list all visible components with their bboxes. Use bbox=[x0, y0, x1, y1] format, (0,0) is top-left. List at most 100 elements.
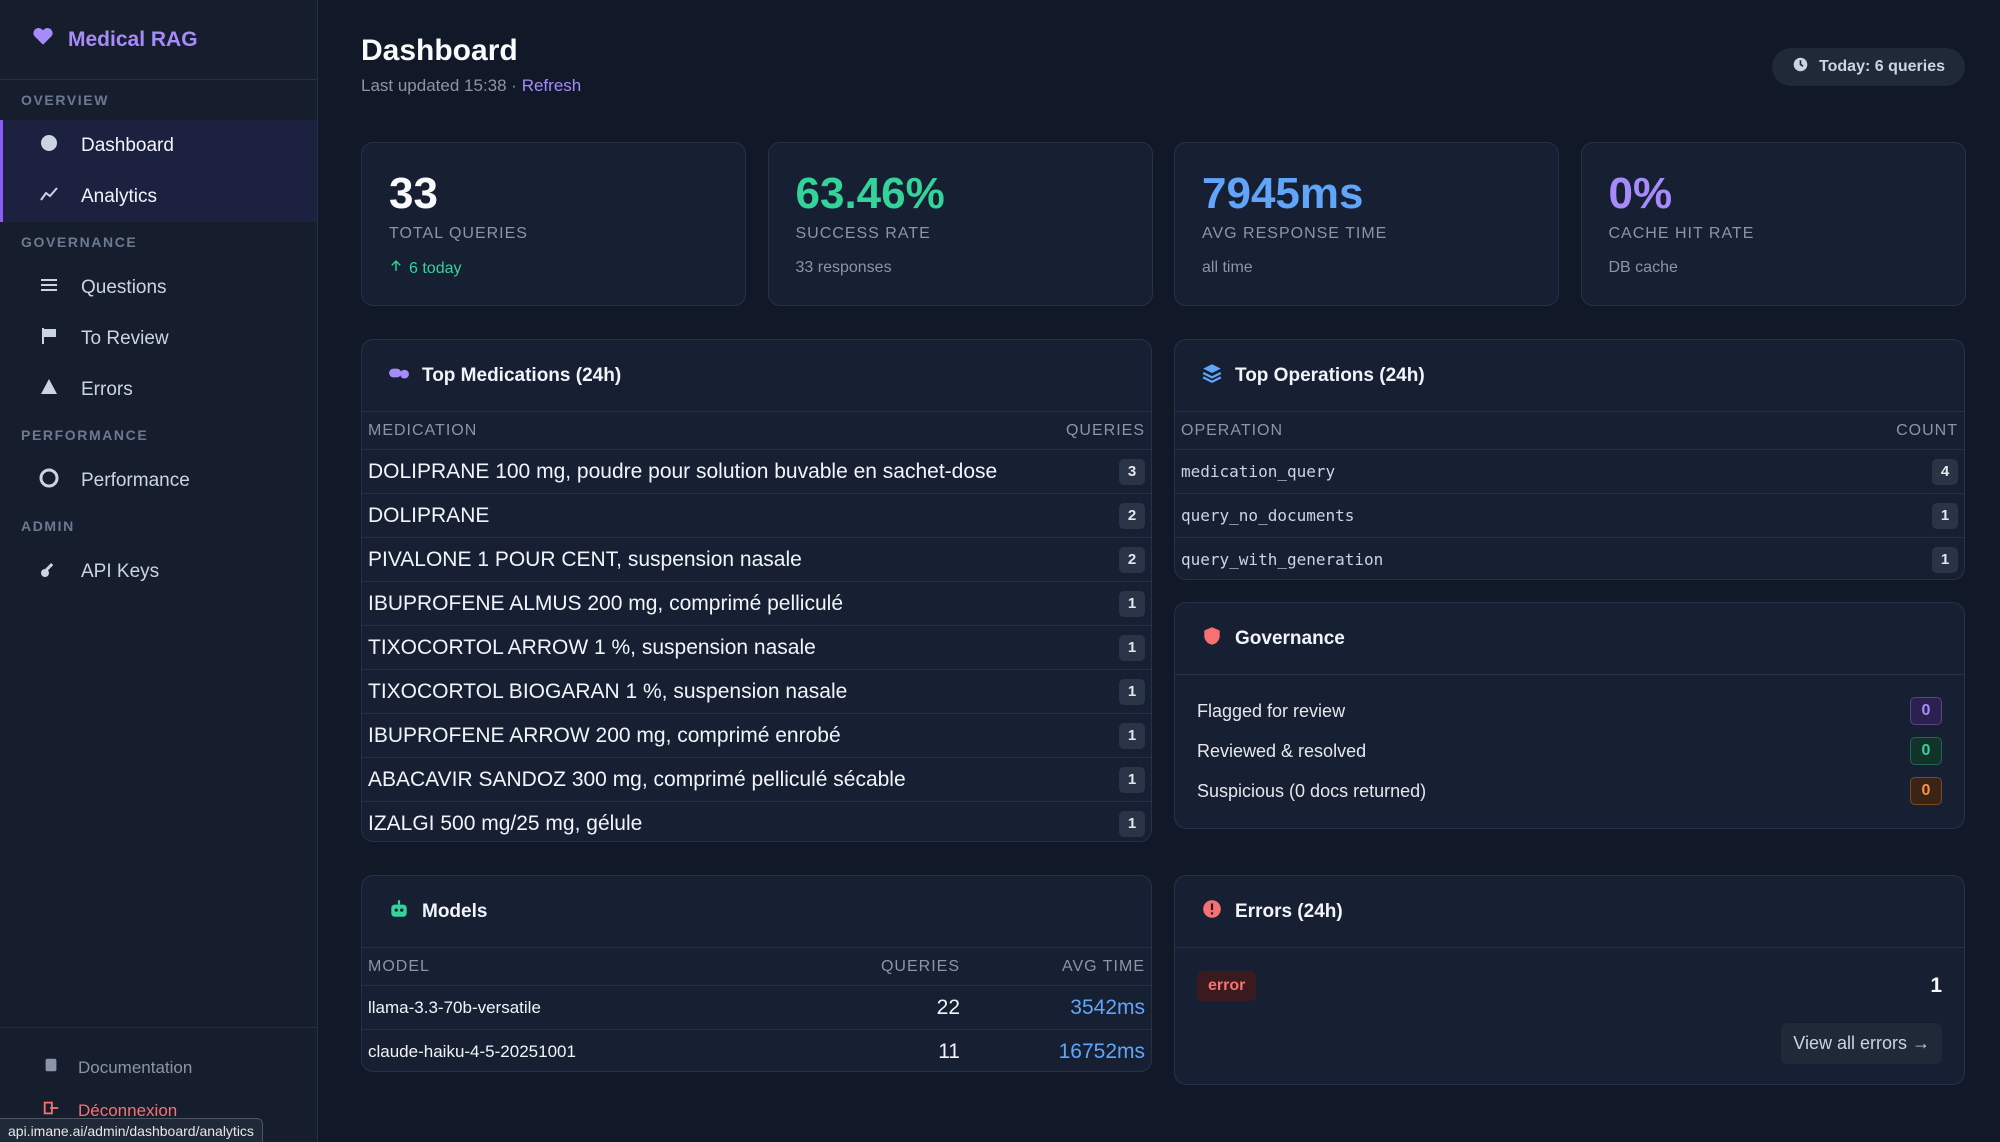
stat-sub: 6 today bbox=[389, 259, 461, 278]
nav-item[interactable]: Performance bbox=[0, 455, 317, 506]
model-name: llama-3.3-70b-versatile bbox=[368, 997, 541, 1017]
icon-part bbox=[42, 327, 56, 344]
icon-part bbox=[33, 27, 53, 45]
nav-item[interactable]: Dashboard bbox=[0, 120, 317, 171]
governance-count: 0 bbox=[1910, 737, 1942, 765]
refresh-link[interactable]: Refresh bbox=[521, 76, 582, 95]
sidebar-footer: Documentation Déconnexion bbox=[0, 1027, 317, 1132]
nav-item[interactable]: Questions bbox=[0, 262, 317, 313]
icon-part bbox=[1210, 903, 1214, 910]
table-row: IZALGI 500 mg/25 mg, gélule 1 bbox=[362, 801, 1151, 841]
table-row: IBUPROFENE ARROW 200 mg, comprimé enrobé… bbox=[362, 713, 1151, 757]
view-errors-button[interactable]: View all errors → bbox=[1781, 1023, 1942, 1064]
panel-title: Models bbox=[422, 900, 488, 922]
row-count: 2 bbox=[1119, 502, 1145, 529]
stat-card: 7945ms AVG RESPONSE TIME all time bbox=[1174, 142, 1559, 306]
table-row: medication_query 4 bbox=[1175, 449, 1964, 493]
panel-icon bbox=[1201, 625, 1223, 653]
brand-name: Medical RAG bbox=[68, 27, 198, 51]
icon-part bbox=[389, 368, 409, 378]
nav-label: Errors bbox=[81, 378, 133, 400]
model-queries: 11 bbox=[938, 1039, 960, 1063]
section-title: ADMIN bbox=[21, 518, 75, 534]
section-title: PERFORMANCE bbox=[21, 427, 149, 443]
icon-part bbox=[41, 378, 57, 394]
stat-value: 33 bbox=[389, 169, 438, 218]
icon-part bbox=[1202, 371, 1222, 379]
panel-icon bbox=[1201, 362, 1223, 390]
column-header: MEDICATION bbox=[368, 421, 478, 439]
row-name: TIXOCORTOL BIOGARAN 1 %, suspension nasa… bbox=[368, 679, 848, 703]
nav-icon bbox=[39, 133, 59, 159]
footer-label: Déconnexion bbox=[78, 1100, 178, 1120]
model-queries: 22 bbox=[936, 995, 960, 1019]
row-name: DOLIPRANE 100 mg, poudre pour solution b… bbox=[368, 459, 998, 483]
icon-part bbox=[33, 27, 53, 45]
stat-sub: DB cache bbox=[1609, 259, 1678, 277]
icon-part bbox=[41, 134, 57, 151]
icon-part bbox=[1204, 626, 1220, 645]
panel-title: Top Operations (24h) bbox=[1235, 364, 1425, 386]
column-header: MODEL bbox=[368, 957, 430, 975]
icon-part bbox=[1203, 899, 1221, 918]
icon-part bbox=[41, 283, 57, 286]
status-url: api.imane.ai/admin/dashboard/analytics bbox=[0, 1118, 263, 1142]
footer-icon bbox=[42, 1099, 60, 1122]
panel-header: Models bbox=[362, 876, 1151, 948]
icon-part bbox=[39, 468, 59, 487]
icon-part bbox=[44, 562, 54, 572]
row-name: query_with_generation bbox=[1181, 550, 1384, 569]
panel-header: Top Medications (24h) bbox=[362, 340, 1151, 412]
error-tag: error bbox=[1197, 971, 1257, 1001]
stat-label: AVG RESPONSE TIME bbox=[1202, 225, 1388, 242]
clock-icon bbox=[1792, 56, 1809, 78]
row-name: IBUPROFENE ARROW 200 mg, comprimé enrobé bbox=[368, 723, 841, 747]
stat-label: SUCCESS RATE bbox=[795, 225, 931, 242]
governance-count: 0 bbox=[1910, 697, 1942, 725]
nav-item[interactable]: Analytics bbox=[0, 171, 317, 222]
stat-card: 63.46% SUCCESS RATE 33 responses bbox=[767, 142, 1153, 306]
row-count: 1 bbox=[1119, 590, 1145, 617]
panel-title: Top Medications (24h) bbox=[422, 364, 622, 386]
table-row: PIVALONE 1 POUR CENT, suspension nasale 2 bbox=[362, 537, 1151, 581]
nav-icon bbox=[39, 377, 59, 403]
icon-part bbox=[394, 907, 398, 912]
table-row: IBUPROFENE ALMUS 200 mg, comprimé pellic… bbox=[362, 581, 1151, 625]
icon-part bbox=[41, 278, 57, 291]
footer-link[interactable]: Déconnexion bbox=[0, 1089, 317, 1132]
error-count: 1 bbox=[1930, 974, 1942, 997]
table-header: OPERATION COUNT bbox=[1175, 412, 1964, 449]
nav-item[interactable]: Errors bbox=[0, 364, 317, 415]
model-name: claude-haiku-4-5-20251001 bbox=[368, 1041, 576, 1061]
nav-icon bbox=[39, 326, 59, 352]
governance-panel: Governance Flagged for review 0 Reviewed & … bbox=[1174, 602, 1965, 829]
nav-item[interactable]: To Review bbox=[0, 313, 317, 364]
stat-value: 0% bbox=[1608, 169, 1673, 218]
row-count: 4 bbox=[1932, 458, 1958, 485]
icon-part bbox=[400, 907, 404, 912]
nav-label: Dashboard bbox=[81, 134, 174, 156]
spacer bbox=[1175, 675, 1964, 691]
icon-part bbox=[1204, 626, 1220, 645]
row-count: 1 bbox=[1119, 766, 1145, 793]
table-header: MEDICATION QUERIES bbox=[362, 412, 1151, 449]
icon-part bbox=[389, 368, 402, 377]
row-count: 1 bbox=[1119, 722, 1145, 749]
row-count: 2 bbox=[1119, 546, 1145, 573]
governance-label: Reviewed & resolved bbox=[1197, 740, 1367, 761]
row-name: ABACAVIR SANDOZ 300 mg, comprimé pellicu… bbox=[368, 767, 906, 791]
table-row: query_no_documents 1 bbox=[1175, 493, 1964, 537]
row-count: 3 bbox=[1119, 458, 1145, 485]
footer-link[interactable]: Documentation bbox=[0, 1046, 317, 1089]
nav-item[interactable]: API Keys bbox=[0, 546, 317, 597]
icon-part bbox=[391, 260, 401, 266]
governance-row: Flagged for review 0 bbox=[1175, 691, 1964, 731]
icon-part bbox=[41, 562, 54, 577]
up-arrow bbox=[389, 259, 403, 278]
row-name: medication_query bbox=[1181, 462, 1336, 481]
column-header: QUERIES bbox=[1065, 421, 1145, 439]
medications-panel: Top Medications (24h) MEDICATION QUERIES DO… bbox=[361, 339, 1152, 842]
row-count: 1 bbox=[1932, 546, 1958, 573]
nav-icon bbox=[39, 275, 59, 301]
